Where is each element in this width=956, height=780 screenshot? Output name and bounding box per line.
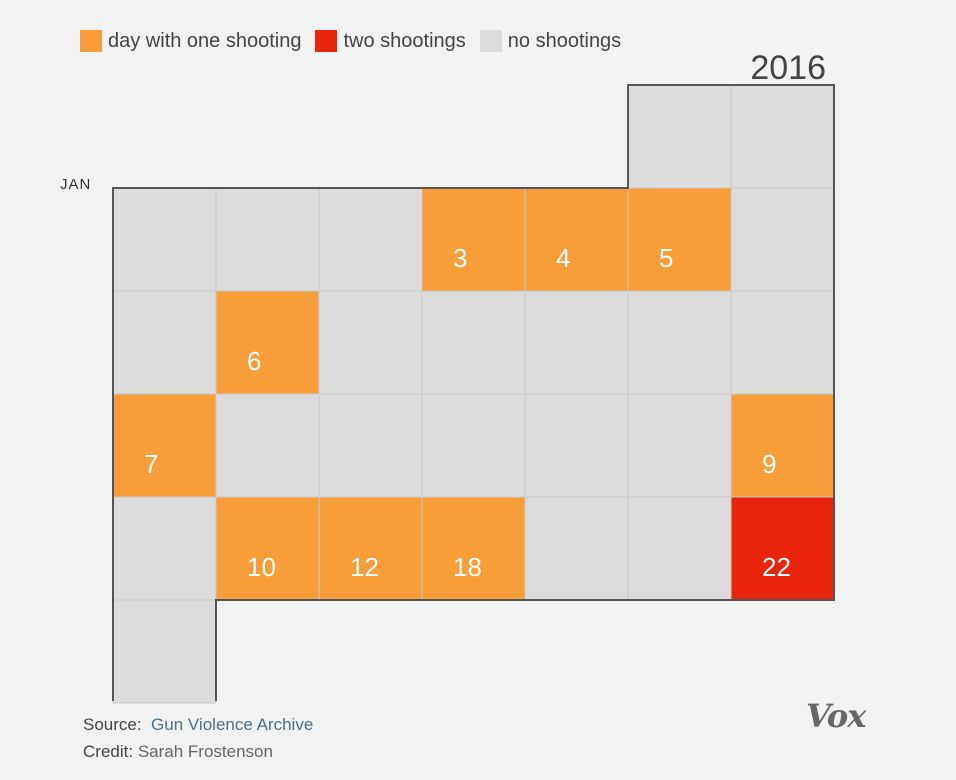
day-cell — [421, 290, 526, 395]
credit-name: Sarah Frostenson — [137, 742, 273, 761]
day-cell — [730, 187, 835, 292]
day-cell — [730, 496, 835, 601]
day-cell — [627, 187, 732, 292]
legend-swatch-two-shootings — [315, 30, 338, 52]
legend-swatch-one-shooting — [80, 30, 102, 52]
day-label: 5 — [659, 243, 673, 273]
day-cell — [524, 496, 629, 601]
day-label: 7 — [144, 449, 158, 479]
credit-line: Credit: Sarah Frostenson — [83, 742, 273, 762]
day-cell — [524, 187, 629, 292]
day-cell — [112, 599, 217, 704]
legend-label-one-shooting: day with one shooting — [108, 29, 302, 52]
day-cell — [215, 393, 320, 498]
day-cell — [318, 290, 423, 395]
legend-label-two-shootings: two shootings — [343, 29, 466, 52]
legend-item-two-shootings: two shootings — [315, 29, 466, 53]
day-cell — [421, 496, 526, 601]
legend-item-no-shootings: no shootings — [479, 29, 622, 53]
day-cell — [215, 496, 320, 601]
day-cell — [730, 393, 835, 498]
day-label: 4 — [556, 243, 570, 273]
day-cell — [112, 393, 217, 498]
day-cell — [627, 84, 732, 189]
day-cell — [627, 290, 732, 395]
day-cell — [627, 393, 732, 498]
day-cell — [318, 496, 423, 601]
credit-label: Credit: — [83, 742, 134, 761]
legend-item-one-shooting: day with one shooting — [80, 30, 301, 53]
day-cell — [215, 187, 320, 292]
day-cell — [524, 393, 629, 498]
calendar-cells: 3 4 5 6 7 9 10 12 18 22 — [112, 84, 835, 704]
day-cell — [112, 496, 217, 601]
day-label: 12 — [350, 552, 379, 582]
day-cell — [421, 187, 526, 292]
day-label: 10 — [247, 552, 276, 582]
year-label: 2016 — [750, 49, 826, 87]
source-label: Source: — [83, 715, 142, 734]
source-line: Source: Gun Violence Archive — [83, 715, 313, 735]
day-label: 9 — [762, 449, 776, 479]
day-label: 18 — [453, 552, 482, 582]
day-cell — [318, 187, 423, 292]
month-label: JAN — [60, 176, 91, 193]
source-link[interactable]: Gun Violence Archive — [151, 715, 314, 734]
day-cell — [318, 393, 423, 498]
legend-swatch-no-shootings — [479, 30, 502, 52]
day-label: 22 — [762, 552, 791, 582]
day-cell — [112, 290, 217, 395]
calendar-outline — [112, 84, 835, 701]
day-cell — [730, 290, 835, 395]
legend: day with one shooting two shootings no s… — [80, 28, 635, 54]
day-cell — [627, 496, 732, 601]
legend-label-no-shootings: no shootings — [507, 29, 622, 52]
vox-logo: Vox — [806, 697, 866, 735]
day-cell — [421, 393, 526, 498]
day-cell — [730, 84, 835, 189]
day-label: 3 — [453, 243, 467, 273]
day-cell — [524, 290, 629, 395]
day-cell — [112, 187, 217, 292]
day-cell — [215, 290, 320, 395]
day-label: 6 — [247, 346, 261, 376]
